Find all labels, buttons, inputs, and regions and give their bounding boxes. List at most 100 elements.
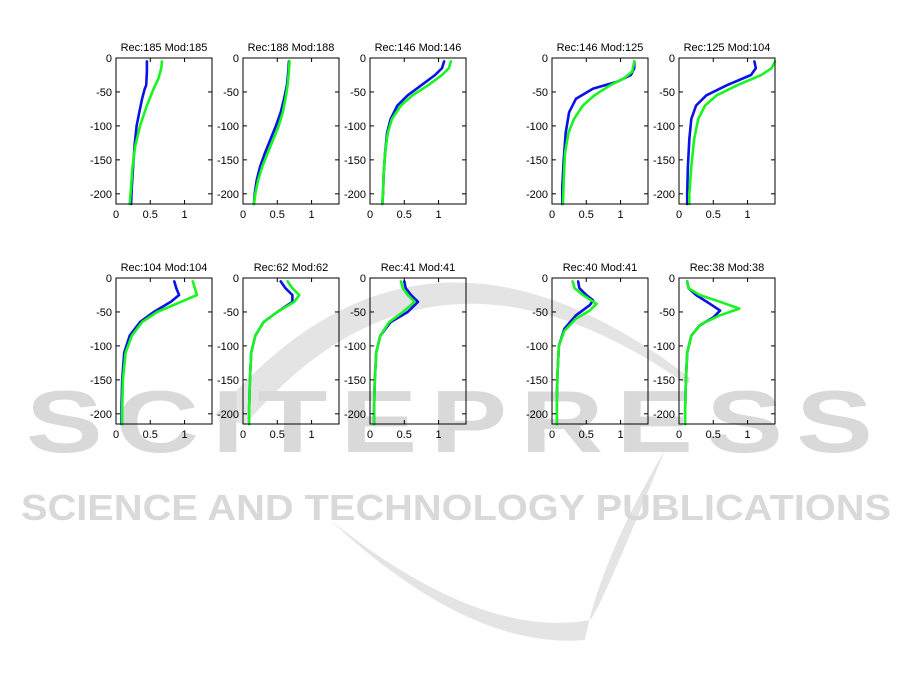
panel-3: Rec:146 Mod:146 0 0.5 1 0 -50 -100 -150 -200 [344,42,467,221]
x-tick-label: 0 [676,209,682,221]
y-tick-label: 0 [360,53,366,65]
series-line-1 [561,60,636,206]
watermark-swoosh-lower [330,450,665,641]
watermark-title: SCITEPRESS [26,372,886,471]
x-tick-label: 0 [367,209,373,221]
series-line-2 [372,280,416,426]
x-tick-label: 0 [113,209,119,221]
panel-4: Rec:146 Mod:125 0 0.5 1 0 -50 -100 -150 -200 [526,42,649,221]
panel-10: Rec:38 Mod:38 0 0.5 1 0 -50 -100 -150 -200 [653,262,776,441]
y-tick-label: -100 [344,121,366,133]
axes-frame [369,57,467,205]
series-line-2 [555,280,598,426]
series-line-2 [381,60,453,206]
y-tick-label: 0 [542,273,548,285]
y-tick-label: -150 [217,155,239,167]
y-tick-label: 0 [542,53,548,65]
y-tick-label: -100 [90,341,112,353]
y-tick-label: -150 [653,375,675,387]
axes-frame [678,57,776,205]
series-line-1 [685,60,758,206]
x-tick-label: 0 [113,429,119,441]
x-tick-label: 0.5 [397,429,412,441]
y-tick-label: -100 [217,341,239,353]
x-tick-label: 0 [240,429,246,441]
y-tick-label: -100 [653,341,675,353]
series-line-2 [120,280,199,426]
panel-title: Rec:41 Mod:41 [381,262,456,274]
axes-frame [551,57,649,205]
x-tick-label: 0.5 [270,429,285,441]
y-tick-label: 0 [360,273,366,285]
panel-title: Rec:125 Mod:104 [684,42,771,54]
axes-frame [242,57,340,205]
series-line-1 [252,60,291,206]
y-tick-label: -200 [526,409,548,421]
y-tick-label: 0 [106,273,112,285]
axes-frame [678,277,776,425]
x-tick-label: 1 [309,429,315,441]
y-tick-label: -200 [344,409,366,421]
x-tick-label: 1 [745,429,751,441]
x-tick-label: 0.5 [706,429,721,441]
y-tick-label: 0 [669,53,675,65]
panel-7: Rec:62 Mod:62 0 0.5 1 0 -50 -100 -150 -200 [217,262,340,441]
panel-title: Rec:188 Mod:188 [248,42,335,54]
series-line-2 [252,60,291,206]
y-tick-label: -50 [350,87,366,99]
x-tick-label: 0.5 [579,429,594,441]
x-tick-label: 1 [436,429,442,441]
x-tick-label: 0 [676,429,682,441]
x-tick-label: 1 [745,209,751,221]
panel-6: Rec:104 Mod:104 0 0.5 1 0 -50 -100 -150 -200 [90,262,213,441]
axes-frame [369,277,467,425]
y-tick-label: -100 [526,341,548,353]
y-tick-label: -200 [217,189,239,201]
series-line-2 [128,60,164,206]
y-tick-label: -100 [526,121,548,133]
y-tick-label: -200 [526,189,548,201]
y-tick-label: -200 [653,189,675,201]
y-tick-label: -200 [217,409,239,421]
watermark-swoosh [215,282,690,425]
y-tick-label: -200 [653,409,675,421]
y-tick-label: -100 [344,341,366,353]
panel-title: Rec:146 Mod:146 [375,42,462,54]
panel-title: Rec:38 Mod:38 [690,262,765,274]
x-tick-label: 0.5 [143,209,158,221]
y-tick-label: -150 [653,155,675,167]
panel-title: Rec:40 Mod:41 [563,262,638,274]
panel-title: Rec:104 Mod:104 [121,262,208,274]
panel-1: Rec:185 Mod:185 0 0.5 1 0 -50 -100 -150 -200 [90,42,213,221]
y-tick-label: -150 [90,155,112,167]
panel-title: Rec:62 Mod:62 [254,262,329,274]
x-tick-label: 0.5 [579,209,594,221]
y-tick-label: -200 [90,189,112,201]
y-tick-label: -150 [526,155,548,167]
y-tick-label: -150 [344,375,366,387]
y-tick-label: 0 [106,53,112,65]
x-tick-label: 1 [182,429,188,441]
axes-frame [115,277,213,425]
y-tick-label: -50 [532,307,548,319]
y-tick-label: 0 [233,53,239,65]
y-tick-label: -150 [344,155,366,167]
series-line-2 [688,60,777,206]
y-tick-label: -50 [96,87,112,99]
series-line-1 [381,60,446,206]
watermark-subtitle: SCIENCE AND TECHNOLOGY PUBLICATIONS [21,487,891,528]
panel-8: Rec:41 Mod:41 0 0.5 1 0 -50 -100 -150 -200 [344,262,467,441]
axes-frame [551,277,649,425]
x-tick-label: 0 [549,209,555,221]
x-tick-label: 0 [240,209,246,221]
y-tick-label: -50 [350,307,366,319]
axes-frame [115,57,213,205]
x-tick-label: 0.5 [270,209,285,221]
y-tick-label: -50 [96,307,112,319]
y-tick-label: 0 [233,273,239,285]
panel-title: Rec:185 Mod:185 [121,42,208,54]
y-tick-label: -100 [90,121,112,133]
panel-title: Rec:146 Mod:125 [557,42,644,54]
y-tick-label: -100 [217,121,239,133]
